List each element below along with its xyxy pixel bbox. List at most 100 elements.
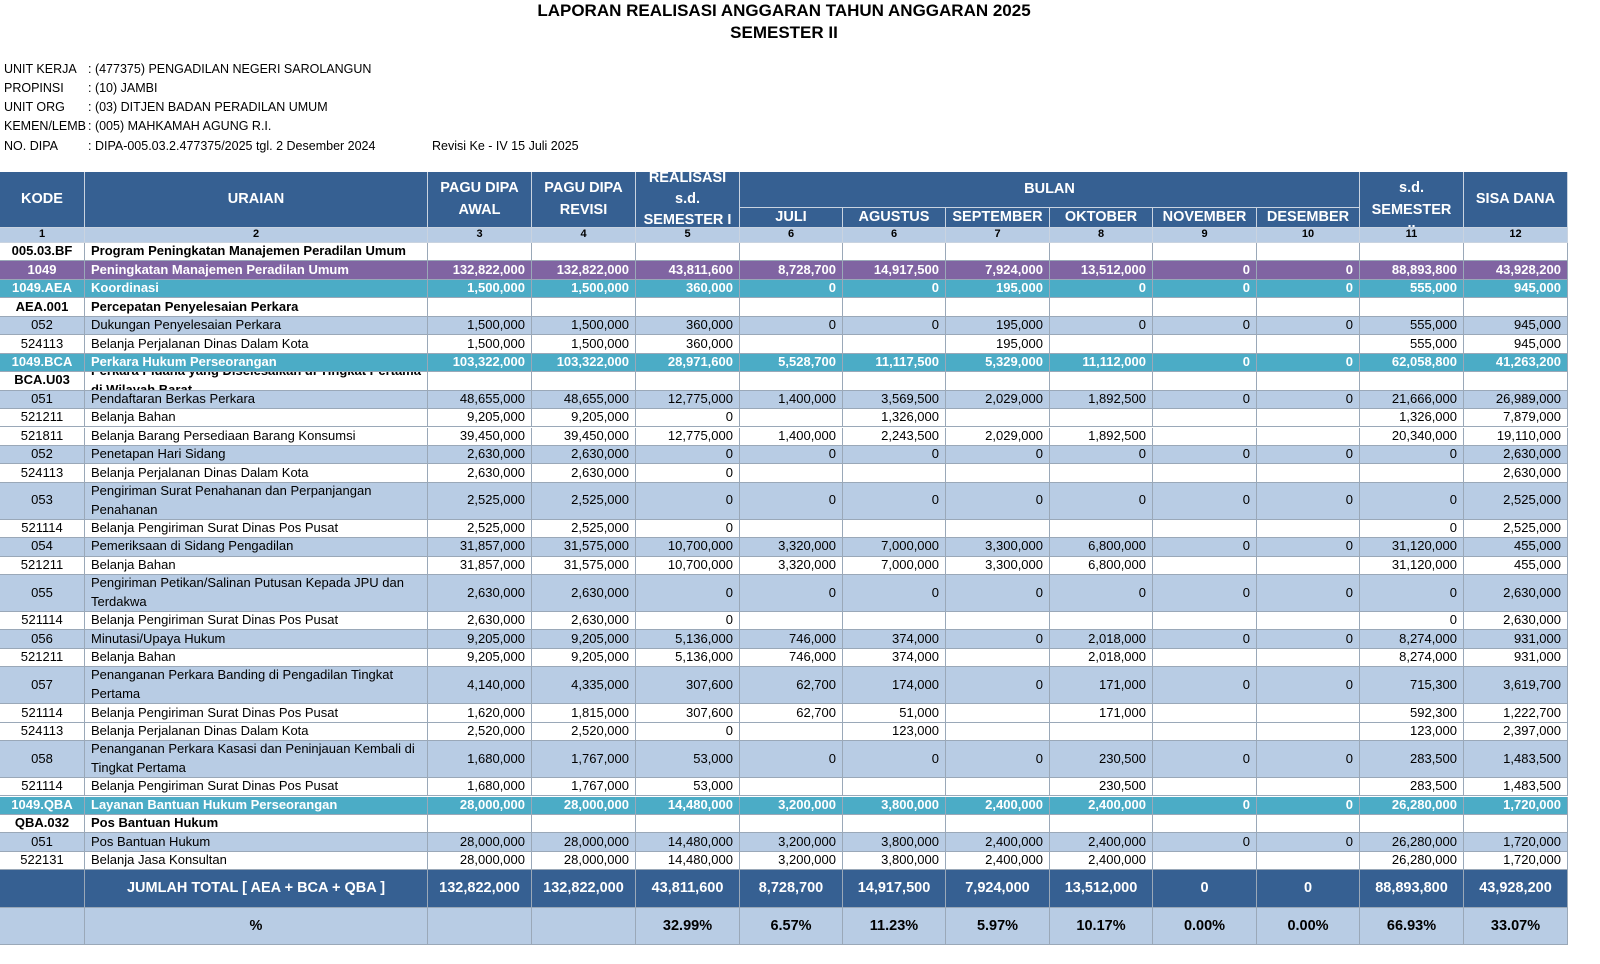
amount-cell bbox=[1360, 814, 1464, 834]
column-number: 7 bbox=[946, 228, 1050, 243]
amount-cell: 374,000 bbox=[843, 648, 946, 668]
amount-cell: 945,000 bbox=[1464, 335, 1568, 354]
amount-cell bbox=[532, 814, 636, 834]
amount-cell: 8,274,000 bbox=[1360, 648, 1464, 668]
amount-cell: 0 bbox=[1257, 796, 1360, 815]
column-number: 5 bbox=[636, 228, 740, 243]
amount-cell bbox=[843, 814, 946, 834]
info-label: UNIT ORG bbox=[4, 100, 65, 114]
code-cell: AEA.001 bbox=[0, 298, 85, 317]
amount-cell: 14,480,000 bbox=[636, 833, 740, 852]
amount-cell: 3,300,000 bbox=[946, 556, 1050, 576]
amount-cell: 1,326,000 bbox=[1360, 409, 1464, 428]
amount-cell: 1,767,000 bbox=[532, 741, 636, 779]
amount-cell: 53,000 bbox=[636, 778, 740, 797]
amount-cell bbox=[946, 464, 1050, 483]
amount-cell bbox=[532, 907, 636, 946]
amount-cell: 715,300 bbox=[1360, 667, 1464, 705]
amount-cell bbox=[1464, 243, 1568, 262]
amount-cell: 2,630,000 bbox=[428, 612, 532, 631]
amount-cell bbox=[1153, 722, 1257, 742]
info-label: PROPINSI bbox=[4, 81, 64, 95]
amount-cell bbox=[1257, 372, 1360, 391]
description-cell: Belanja Pengiriman Surat Dinas Pos Pusat bbox=[85, 704, 428, 723]
amount-cell: 2,630,000 bbox=[532, 575, 636, 612]
amount-cell: 1,222,700 bbox=[1464, 704, 1568, 723]
column-number: 11 bbox=[1360, 228, 1464, 243]
code-cell: 524113 bbox=[0, 722, 85, 742]
amount-cell bbox=[740, 298, 843, 317]
amount-cell bbox=[740, 778, 843, 797]
column-header: URAIAN bbox=[85, 172, 428, 228]
amount-cell: 53,000 bbox=[636, 741, 740, 779]
column-number: 6 bbox=[740, 228, 843, 243]
amount-cell: 6,800,000 bbox=[1050, 538, 1153, 557]
description-cell: Perkara Hukum Perseorangan bbox=[85, 353, 428, 373]
amount-cell bbox=[1153, 612, 1257, 631]
amount-cell: 31,575,000 bbox=[532, 538, 636, 557]
amount-cell: 0 bbox=[946, 575, 1050, 612]
amount-cell: 360,000 bbox=[636, 316, 740, 336]
amount-cell: 2,630,000 bbox=[428, 464, 532, 483]
amount-cell bbox=[636, 243, 740, 262]
amount-cell: 21,666,000 bbox=[1360, 390, 1464, 410]
info-value: : (10) JAMBI bbox=[88, 81, 158, 95]
amount-cell bbox=[1257, 243, 1360, 262]
amount-cell bbox=[636, 298, 740, 317]
amount-cell: 32.99% bbox=[636, 907, 740, 946]
amount-cell: 12,775,000 bbox=[636, 427, 740, 446]
amount-cell: 4,335,000 bbox=[532, 667, 636, 705]
amount-cell: 0 bbox=[740, 575, 843, 612]
amount-cell: 945,000 bbox=[1464, 316, 1568, 336]
description-cell: Belanja Pengiriman Surat Dinas Pos Pusat bbox=[85, 519, 428, 539]
code-cell: 1049.QBA bbox=[0, 796, 85, 815]
amount-cell bbox=[1257, 704, 1360, 723]
amount-cell: 0 bbox=[1153, 538, 1257, 557]
amount-cell bbox=[1153, 519, 1257, 539]
amount-cell: 0 bbox=[1050, 575, 1153, 612]
revision: Revisi Ke - IV 15 Juli 2025 bbox=[432, 139, 579, 153]
amount-cell: 174,000 bbox=[843, 667, 946, 705]
amount-cell: 3,200,000 bbox=[740, 833, 843, 852]
amount-cell: 10,700,000 bbox=[636, 538, 740, 557]
amount-cell: 0 bbox=[740, 316, 843, 336]
amount-cell: 3,800,000 bbox=[843, 833, 946, 852]
amount-cell: 0 bbox=[1153, 630, 1257, 649]
amount-cell: 0 bbox=[636, 612, 740, 631]
info-label: NO. DIPA bbox=[4, 139, 58, 153]
amount-cell: 0 bbox=[1050, 279, 1153, 299]
description-cell: Pendaftaran Berkas Perkara bbox=[85, 390, 428, 410]
amount-cell: 2,018,000 bbox=[1050, 648, 1153, 668]
amount-cell bbox=[1360, 372, 1464, 391]
amount-cell: 931,000 bbox=[1464, 630, 1568, 649]
info-value: : DIPA-005.03.2.477375/2025 tgl. 2 Desem… bbox=[88, 139, 376, 153]
description-cell: Program Peningkatan Manajemen Peradilan … bbox=[85, 243, 428, 262]
amount-cell: 0 bbox=[636, 482, 740, 520]
amount-cell: 0 bbox=[1153, 390, 1257, 410]
amount-cell: 0 bbox=[1360, 445, 1464, 465]
amount-cell bbox=[1464, 814, 1568, 834]
amount-cell: 307,600 bbox=[636, 667, 740, 705]
amount-cell: 1,680,000 bbox=[428, 778, 532, 797]
amount-cell: 0 bbox=[1153, 870, 1257, 908]
description-cell: Dukungan Penyelesaian Perkara bbox=[85, 316, 428, 336]
month-header: AGUSTUS bbox=[843, 208, 946, 228]
amount-cell bbox=[1257, 298, 1360, 317]
amount-cell: 0 bbox=[946, 482, 1050, 520]
amount-cell: 132,822,000 bbox=[532, 261, 636, 280]
amount-cell bbox=[1153, 298, 1257, 317]
amount-cell: 230,500 bbox=[1050, 741, 1153, 779]
code-cell: 521114 bbox=[0, 519, 85, 539]
description-cell: Belanja Perjalanan Dinas Dalam Kota bbox=[85, 335, 428, 354]
amount-cell: 20,340,000 bbox=[1360, 427, 1464, 446]
amount-cell bbox=[1257, 722, 1360, 742]
amount-cell: 28,000,000 bbox=[532, 796, 636, 815]
description-cell: Percepatan Penyelesaian Perkara bbox=[85, 298, 428, 317]
amount-cell bbox=[946, 612, 1050, 631]
amount-cell: 41,263,200 bbox=[1464, 353, 1568, 373]
code-cell: 058 bbox=[0, 741, 85, 779]
amount-cell: 28,000,000 bbox=[428, 796, 532, 815]
amount-cell: 48,655,000 bbox=[532, 390, 636, 410]
amount-cell: 0 bbox=[1257, 316, 1360, 336]
amount-cell: 62,058,800 bbox=[1360, 353, 1464, 373]
